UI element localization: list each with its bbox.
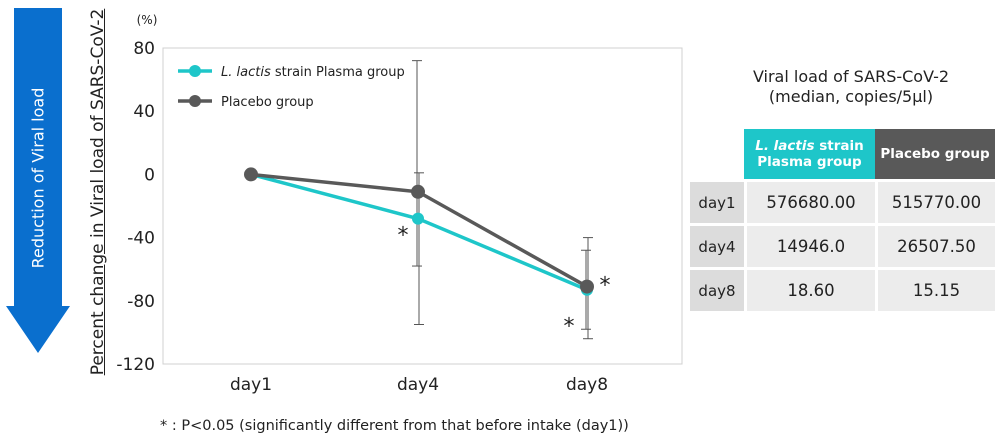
significance-footnote: * : P<0.05 (significantly different from… xyxy=(160,418,629,434)
header-lactis-rest: strain xyxy=(814,138,864,154)
legend-label: Placebo group xyxy=(221,95,314,110)
viral-load-table: L. lactis strain Plasma group Placebo gr… xyxy=(690,129,995,311)
significance-marker: * xyxy=(398,224,409,249)
cell-lactis: 576680.00 xyxy=(744,179,875,223)
data-point-0 xyxy=(412,212,424,225)
header-lactis-group: L. lactis strain Plasma group xyxy=(744,129,875,179)
y-tick-label: 40 xyxy=(133,102,155,122)
header-placebo-group: Placebo group xyxy=(875,129,995,179)
y-tick-label: -120 xyxy=(116,355,155,375)
y-tick-label: -80 xyxy=(127,292,155,312)
legend-swatch-marker xyxy=(189,65,201,77)
table-header-row: L. lactis strain Plasma group Placebo gr… xyxy=(690,129,995,179)
data-point-1 xyxy=(411,184,425,199)
row-day: day4 xyxy=(690,223,744,267)
cell-lactis: 18.60 xyxy=(744,267,875,311)
x-tick-label: day1 xyxy=(230,375,272,395)
table-corner-cell xyxy=(690,129,744,179)
y-tick-label: -40 xyxy=(127,229,155,249)
row-day: day8 xyxy=(690,267,744,311)
data-point-1 xyxy=(580,279,594,294)
cell-placebo: 26507.50 xyxy=(875,223,995,267)
legend-label-rest: strain Plasma group xyxy=(271,65,405,80)
legend-swatch-marker xyxy=(189,95,201,107)
table-row: day1 576680.00 515770.00 xyxy=(690,179,995,223)
table-title-line2: (median, copies/5μl) xyxy=(768,87,934,106)
significance-marker: * xyxy=(600,274,611,299)
header-lactis-line2: Plasma group xyxy=(757,154,862,170)
x-tick-label: day4 xyxy=(397,375,439,395)
y-unit-label: (%) xyxy=(137,13,158,27)
x-tick-label: day8 xyxy=(566,375,608,395)
legend-label: L. lactis strain Plasma group xyxy=(221,65,405,80)
table-row: day4 14946.0 26507.50 xyxy=(690,223,995,267)
significance-marker: * xyxy=(564,315,575,340)
plot-area-frame xyxy=(162,47,683,365)
legend-label-italic: L. lactis xyxy=(221,65,271,80)
table-row: day8 18.60 15.15 xyxy=(690,267,995,311)
cell-placebo: 515770.00 xyxy=(875,179,995,223)
arrow-shape xyxy=(6,8,70,353)
cell-lactis: 14946.0 xyxy=(744,223,875,267)
y-tick-label: 80 xyxy=(133,39,155,59)
table-title-line1: Viral load of SARS-CoV-2 xyxy=(752,67,950,86)
data-point-1 xyxy=(244,167,258,182)
table-title: Viral load of SARS-CoV-2 (median, copies… xyxy=(706,67,996,107)
cell-placebo: 15.15 xyxy=(875,267,995,311)
header-lactis-italic: L. lactis xyxy=(755,138,815,154)
reduction-arrow-icon xyxy=(6,8,70,353)
row-day: day1 xyxy=(690,179,744,223)
y-tick-label: 0 xyxy=(144,165,155,185)
